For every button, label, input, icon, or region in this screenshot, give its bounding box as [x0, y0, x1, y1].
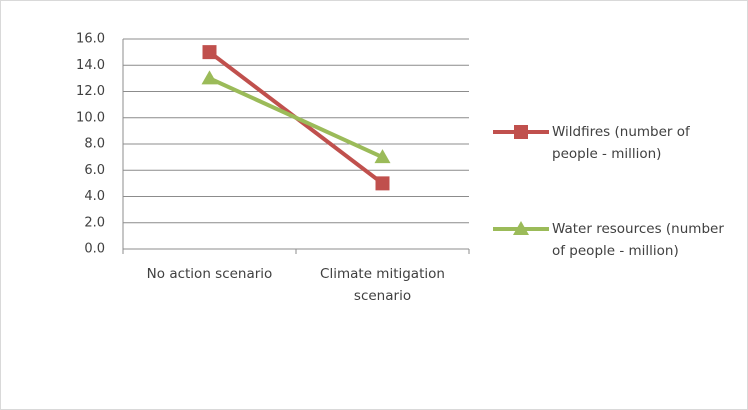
series-line [208, 76, 384, 159]
marker [374, 149, 391, 164]
y-tick-label: 6.0 [84, 163, 105, 178]
legend-label: Wildfires (number of people - million) [552, 124, 690, 162]
marker [514, 125, 528, 139]
y-tick-label: 10.0 [76, 110, 105, 125]
x-tick-label: Climate mitigation scenario [320, 266, 445, 304]
y-tick-label: 14.0 [76, 58, 105, 73]
y-tick-label: 0.0 [84, 242, 105, 257]
y-tick-label: 12.0 [76, 84, 105, 99]
y-tick-label: 4.0 [84, 189, 105, 204]
y-tick-label: 2.0 [84, 215, 105, 230]
marker [375, 176, 390, 191]
x-tick-label: No action scenario [146, 266, 273, 282]
y-tick-label: 8.0 [84, 137, 105, 152]
y-tick-label: 16.0 [76, 32, 105, 47]
marker [202, 45, 217, 60]
legend-label: Water resources (number of people - mill… [552, 221, 724, 259]
marker [513, 221, 529, 235]
marker [201, 70, 218, 85]
